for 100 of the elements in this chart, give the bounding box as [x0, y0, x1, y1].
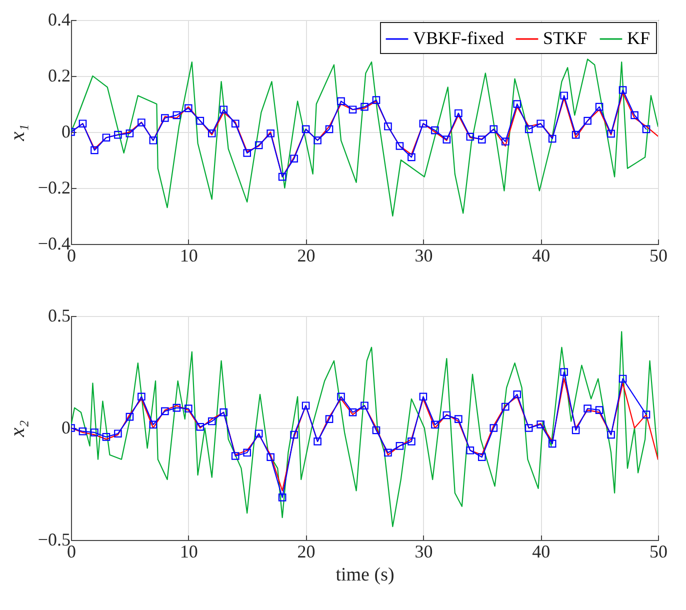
point — [314, 438, 322, 446]
x-tick-label: 20 — [297, 246, 316, 266]
point — [220, 106, 228, 114]
point — [302, 402, 310, 410]
point — [595, 102, 604, 111]
point — [478, 453, 486, 462]
point — [184, 404, 192, 412]
point — [618, 374, 627, 383]
point — [337, 392, 345, 401]
point — [630, 111, 638, 120]
point — [454, 415, 462, 423]
point — [138, 118, 146, 126]
point — [548, 134, 556, 143]
x-tick-label: 40 — [532, 246, 550, 266]
point — [266, 129, 274, 138]
legend-label: VBKF-fixed — [413, 28, 504, 48]
point — [231, 120, 240, 128]
point — [102, 433, 110, 441]
point — [138, 392, 146, 401]
point — [536, 420, 545, 428]
point — [607, 130, 615, 138]
legend-label: KF — [627, 28, 650, 48]
point — [490, 424, 498, 432]
point — [149, 420, 158, 429]
y-tick-label: 0 — [62, 418, 70, 438]
point — [524, 125, 533, 134]
point — [419, 120, 428, 128]
point — [396, 442, 404, 450]
point — [548, 440, 556, 448]
x-tick-label: 40 — [532, 542, 550, 562]
point — [231, 452, 240, 460]
y-tick-label: 0 — [62, 122, 70, 142]
point — [254, 141, 263, 150]
point — [584, 404, 592, 412]
point — [243, 149, 252, 157]
y-axis-title: x₂ — [4, 420, 29, 438]
point — [114, 430, 122, 438]
point — [524, 424, 533, 432]
point — [172, 404, 181, 412]
x-tick-label: 20 — [297, 542, 316, 562]
point — [442, 136, 451, 144]
point — [325, 415, 334, 423]
point — [501, 402, 510, 411]
point — [442, 411, 451, 420]
point — [431, 126, 439, 134]
y-tick-label: 0.5 — [48, 306, 70, 326]
point — [90, 428, 98, 436]
point — [372, 96, 380, 104]
point — [642, 125, 650, 134]
point — [408, 438, 416, 446]
x-axis-title: time (s) — [336, 564, 394, 586]
point — [408, 153, 416, 162]
x-tick-label: 50 — [650, 542, 668, 562]
point — [466, 446, 474, 454]
point — [372, 426, 380, 434]
point — [536, 120, 545, 128]
point — [149, 136, 158, 144]
point — [208, 129, 216, 138]
point — [161, 407, 169, 416]
point — [278, 172, 286, 181]
point — [114, 130, 122, 139]
point — [78, 120, 87, 128]
x-tick-label: 10 — [180, 246, 198, 266]
point — [560, 92, 568, 100]
point — [560, 368, 568, 376]
point — [478, 136, 486, 144]
point — [266, 453, 274, 462]
point — [348, 106, 357, 114]
point — [572, 130, 580, 139]
point — [513, 390, 522, 398]
point — [384, 448, 392, 457]
point — [348, 408, 357, 416]
point — [278, 494, 286, 502]
point — [302, 125, 310, 134]
point — [184, 104, 192, 112]
point — [126, 412, 134, 421]
point — [325, 125, 334, 134]
point — [396, 142, 404, 150]
point — [196, 422, 204, 431]
point — [78, 427, 87, 436]
x-tick-label: 50 — [650, 246, 668, 266]
legend-label: STKF — [543, 28, 588, 48]
point — [490, 125, 498, 134]
point — [208, 417, 216, 426]
point — [618, 86, 627, 94]
x-tick-label: 30 — [414, 542, 433, 562]
y-tick-label: 0.2 — [48, 66, 70, 86]
x-tick-label: 30 — [414, 246, 433, 266]
point — [572, 426, 580, 434]
point — [360, 402, 368, 410]
point — [384, 122, 392, 130]
point — [290, 430, 298, 439]
point — [102, 134, 110, 142]
y-tick-label: 0.4 — [48, 10, 70, 30]
point — [337, 97, 345, 106]
line-series — [71, 58, 658, 217]
point — [419, 392, 428, 401]
point — [642, 410, 650, 418]
y-tick-label: −0.2 — [38, 178, 70, 198]
point — [254, 430, 263, 438]
